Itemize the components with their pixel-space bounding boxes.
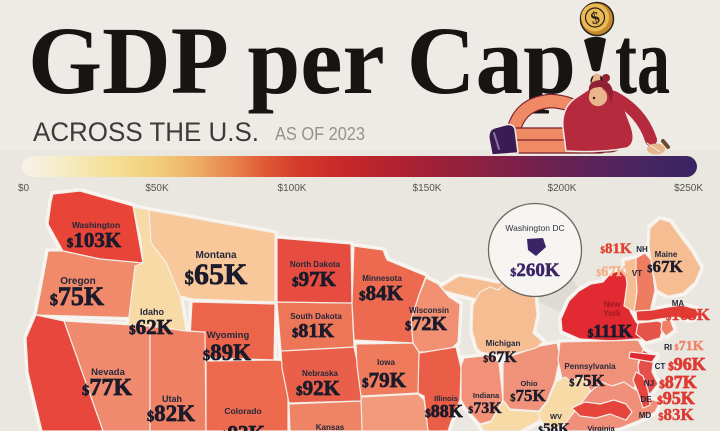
- svg-text:$103K: $103K: [67, 228, 122, 252]
- svg-text:Wyoming: Wyoming: [207, 330, 250, 341]
- svg-text:$200K: $200K: [548, 183, 577, 194]
- svg-text:$92K: $92K: [296, 376, 341, 400]
- svg-text:Kansas: Kansas: [316, 423, 345, 431]
- svg-text:$150K: $150K: [413, 183, 442, 194]
- svg-text:CT: CT: [655, 362, 666, 371]
- svg-text:MD: MD: [639, 411, 652, 420]
- svg-text:$260K: $260K: [510, 260, 559, 281]
- svg-text:Pennsylvania: Pennsylvania: [564, 362, 616, 371]
- svg-text:Nevada: Nevada: [91, 367, 126, 378]
- svg-text:Oregon: Oregon: [60, 276, 96, 287]
- svg-text:$73K: $73K: [468, 400, 502, 417]
- svg-text:$84K: $84K: [359, 281, 404, 305]
- svg-text:Nebraska: Nebraska: [302, 369, 339, 378]
- svg-text:$67K: $67K: [596, 264, 628, 280]
- svg-text:$250K: $250K: [674, 183, 703, 194]
- svg-text:Virginia: Virginia: [587, 424, 615, 431]
- svg-text:VT: VT: [632, 269, 642, 278]
- svg-text:$111K: $111K: [588, 321, 633, 341]
- svg-text:Colorado: Colorado: [224, 406, 261, 416]
- svg-text:$96K: $96K: [668, 354, 706, 374]
- svg-text:NJ: NJ: [644, 379, 654, 388]
- svg-text:$75K: $75K: [569, 371, 605, 390]
- svg-text:Indiana: Indiana: [473, 391, 500, 400]
- svg-text:$83K: $83K: [658, 405, 694, 424]
- svg-text:$67K: $67K: [647, 257, 683, 276]
- svg-text:$58K: $58K: [538, 421, 570, 431]
- svg-text:$89K: $89K: [203, 340, 251, 365]
- svg-text:Ohio: Ohio: [520, 379, 537, 388]
- svg-text:$71K: $71K: [674, 339, 703, 354]
- svg-text:$82K: $82K: [147, 401, 195, 426]
- svg-text:Iowa: Iowa: [377, 358, 395, 367]
- svg-text:South Dakota: South Dakota: [290, 312, 342, 321]
- svg-text:$97K: $97K: [292, 267, 337, 291]
- svg-text:$77K: $77K: [82, 375, 132, 401]
- svg-text:$88K: $88K: [425, 401, 463, 421]
- svg-text:MA: MA: [672, 299, 685, 308]
- svg-text:NH: NH: [636, 245, 648, 254]
- svg-text:Michigan: Michigan: [486, 339, 521, 348]
- svg-text:AS OF 2023: AS OF 2023: [275, 124, 365, 144]
- svg-text:$72K: $72K: [405, 313, 447, 335]
- svg-text:North Dakota: North Dakota: [290, 260, 341, 269]
- svg-text:$79K: $79K: [362, 368, 407, 392]
- svg-text:$0: $0: [18, 183, 30, 194]
- svg-text:Wisconsin: Wisconsin: [409, 306, 449, 315]
- svg-text:DE: DE: [640, 395, 652, 404]
- svg-text:$95K: $95K: [657, 388, 695, 408]
- svg-text:$65K: $65K: [185, 258, 248, 291]
- svg-text:Idaho: Idaho: [140, 307, 165, 317]
- svg-text:RI: RI: [664, 343, 672, 352]
- svg-text:ACROSS THE U.S.: ACROSS THE U.S.: [33, 117, 259, 147]
- svg-text:$87K: $87K: [659, 372, 697, 392]
- svg-text:$100K: $100K: [278, 183, 307, 194]
- svg-text:Washington: Washington: [72, 220, 120, 230]
- svg-text:Washington DC: Washington DC: [505, 223, 564, 233]
- svg-text:Maine: Maine: [655, 250, 678, 259]
- svg-text:Utah: Utah: [162, 394, 182, 404]
- svg-text:Minnesota: Minnesota: [362, 274, 402, 283]
- svg-text:WV: WV: [550, 412, 562, 421]
- svg-text:$81K: $81K: [600, 241, 632, 257]
- svg-text:$93K: $93K: [221, 421, 266, 431]
- svg-text:$105K: $105K: [666, 305, 711, 324]
- svg-text:$67K: $67K: [483, 349, 517, 366]
- svg-text:Montana: Montana: [195, 250, 237, 261]
- svg-text:$50K: $50K: [145, 183, 169, 194]
- svg-text:Illinois: Illinois: [434, 394, 458, 403]
- svg-text:$75K: $75K: [510, 386, 546, 405]
- svg-text:GDP per Cap: GDP per Cap: [28, 7, 576, 114]
- svg-text:$62K: $62K: [129, 315, 174, 339]
- svg-text:$75K: $75K: [50, 282, 105, 311]
- svg-text:$81K: $81K: [292, 320, 334, 342]
